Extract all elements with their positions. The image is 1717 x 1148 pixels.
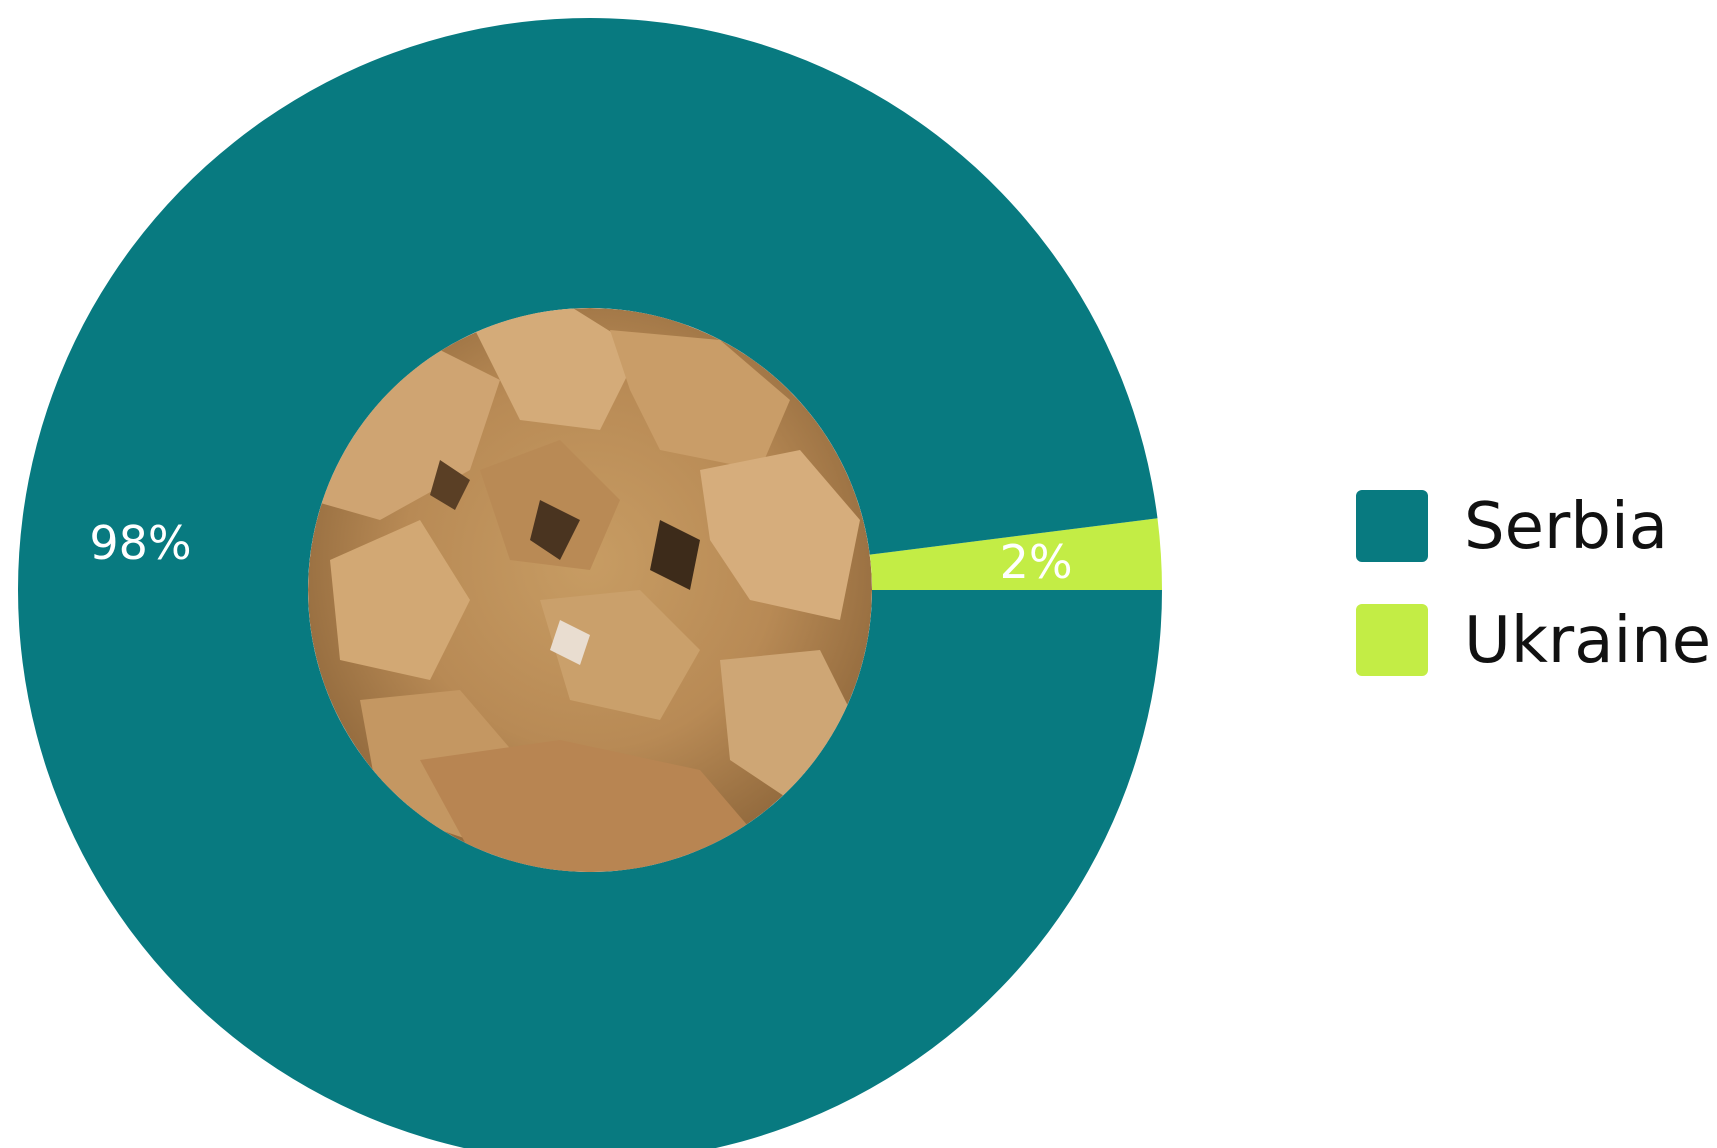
slice-label-serbia: 98% — [89, 516, 191, 570]
legend-swatch-ukraine — [1356, 604, 1428, 676]
center-photo — [308, 308, 872, 872]
slice-ukraine — [869, 518, 1162, 590]
slice-serbia — [18, 18, 1162, 1148]
slice-label-ukraine: 2% — [1000, 535, 1073, 589]
legend-label-ukraine: Ukraine — [1464, 604, 1711, 678]
donut-slices — [18, 18, 1162, 1148]
legend: Serbia Ukraine — [1356, 490, 1711, 678]
legend-swatch-serbia — [1356, 490, 1428, 562]
legend-label-serbia: Serbia — [1464, 490, 1668, 564]
slice-labels: 2% 98% — [89, 516, 1072, 589]
